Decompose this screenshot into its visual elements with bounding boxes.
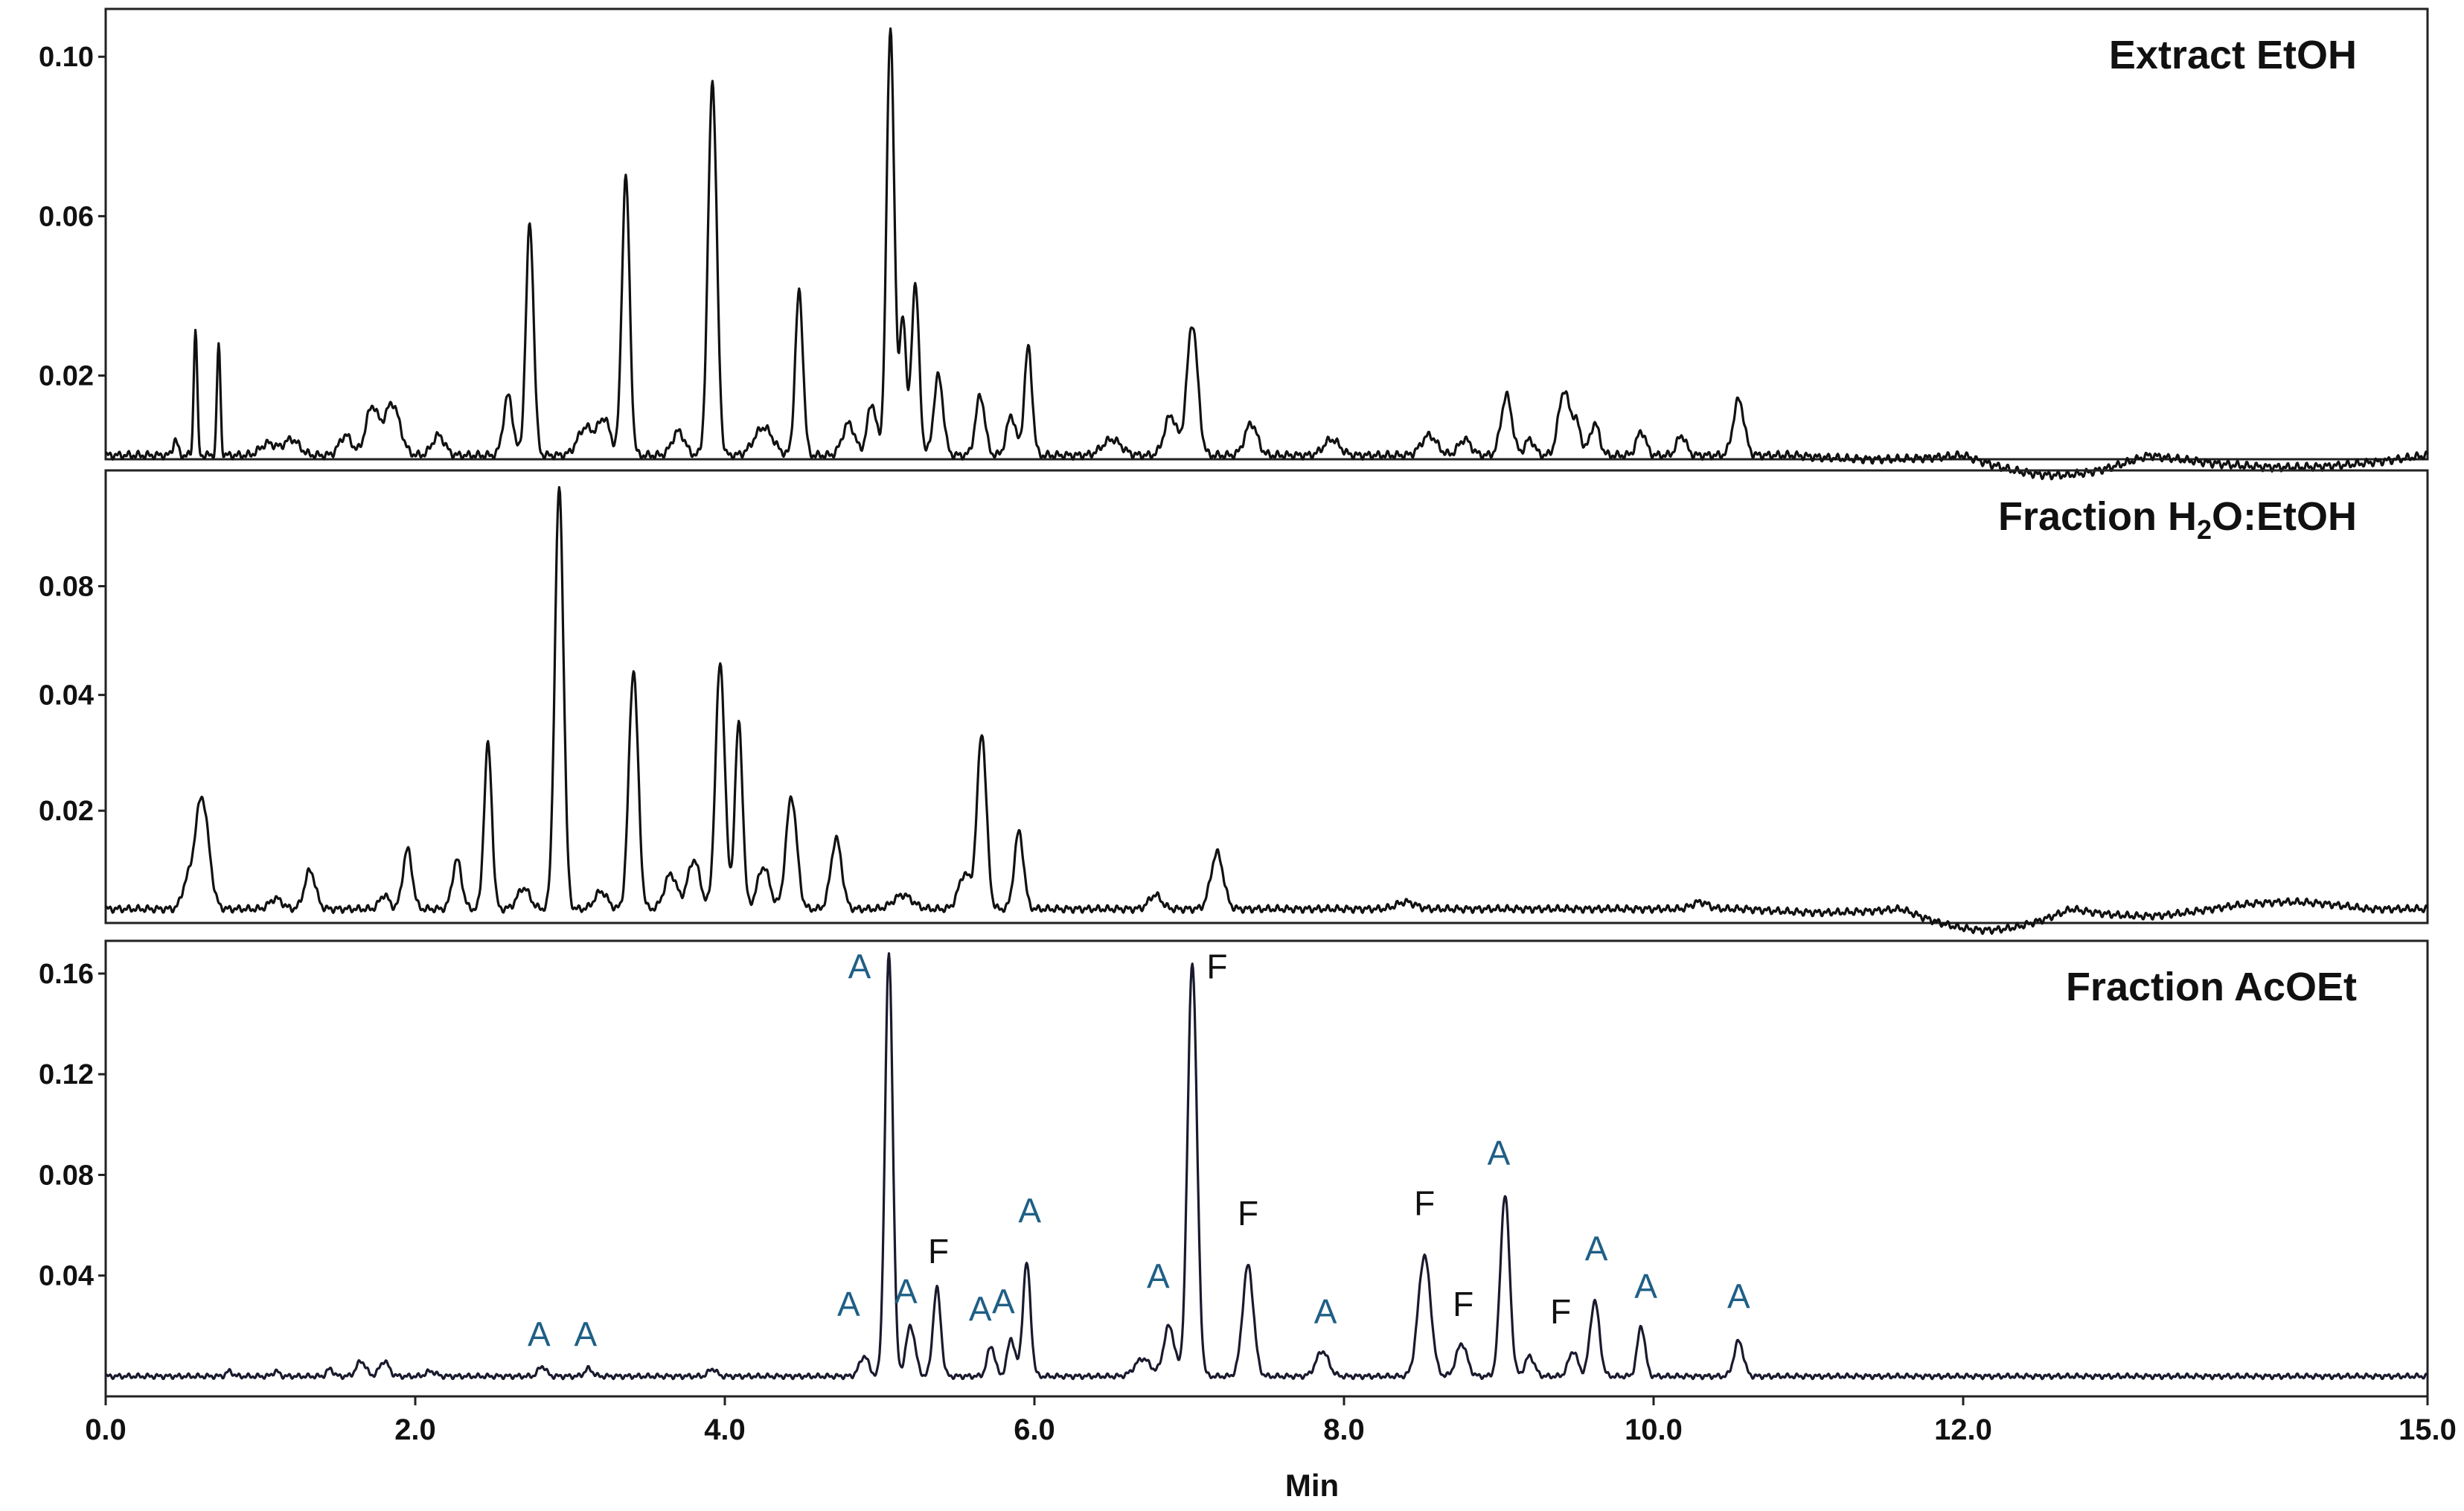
panel-frame xyxy=(104,939,2429,1398)
y-tick-label: 0.02 xyxy=(39,796,94,827)
peak-label-A: A xyxy=(1585,1229,1608,1268)
peak-label-F: F xyxy=(1414,1184,1435,1223)
peak-label-A: A xyxy=(848,948,871,986)
x-tick-label: 10.0 xyxy=(1625,1413,1683,1446)
chromatogram-trace xyxy=(105,27,2429,481)
panel-title: Fraction H2O:EtOH xyxy=(1998,494,2357,545)
x-tick-label: 15.0 xyxy=(2399,1413,2457,1446)
peak-label-F: F xyxy=(1453,1285,1473,1323)
x-tick-label: 12.0 xyxy=(1934,1413,1992,1446)
peak-label-A: A xyxy=(528,1314,551,1353)
y-tick-label: 0.04 xyxy=(39,1261,94,1292)
peak-label-A: A xyxy=(574,1314,597,1353)
panel-1: 0.10 0.06 0.02 Extract EtOH xyxy=(39,7,2429,481)
peak-label-F: F xyxy=(1238,1194,1258,1233)
x-tick-label: 4.0 xyxy=(704,1413,746,1446)
y-tick-label: 0.16 xyxy=(39,959,94,990)
y-tick-label: 0.04 xyxy=(39,680,94,712)
peak-label-A: A xyxy=(1634,1267,1657,1306)
peak-label-A: A xyxy=(1727,1277,1750,1316)
y-tick-label: 0.10 xyxy=(39,42,94,73)
x-tick-label: 6.0 xyxy=(1014,1413,1055,1446)
peak-label-F: F xyxy=(928,1232,949,1271)
peak-label-A: A xyxy=(969,1290,992,1329)
x-tick-label: 0.0 xyxy=(85,1413,127,1446)
peak-label-A: A xyxy=(1488,1134,1511,1172)
x-tick-label: 8.0 xyxy=(1323,1413,1365,1446)
y-tick-label: 0.08 xyxy=(39,1160,94,1191)
panel-title: Extract EtOH xyxy=(2109,33,2357,77)
x-axis-label: Min xyxy=(1285,1468,1339,1503)
peak-label-A: A xyxy=(1314,1292,1337,1331)
y-tick-label: 0.02 xyxy=(39,361,94,392)
peak-label-A: A xyxy=(837,1285,860,1323)
y-tick-label: 0.08 xyxy=(39,572,94,603)
x-tick-label: 2.0 xyxy=(394,1413,436,1446)
chromatogram-trace xyxy=(105,485,2429,936)
chromatogram-panels: 0.10 0.06 0.02 Extract EtOH 0.08 0.04 0.02 Frac… xyxy=(39,7,2429,1398)
x-axis: 0.0 2.0 4.0 6.0 8.0 10.0 12.0 15.0 xyxy=(85,1396,2457,1446)
panel-title: Fraction AcOEt xyxy=(2066,965,2357,1009)
peak-label-A: A xyxy=(895,1272,918,1311)
panel-2: 0.08 0.04 0.02 Fraction H2O:EtOH xyxy=(39,469,2429,936)
y-tick-label: 0.06 xyxy=(39,201,94,232)
peak-label-F: F xyxy=(1550,1292,1571,1331)
panel-frame xyxy=(104,469,2429,924)
peak-label-A: A xyxy=(992,1282,1015,1320)
y-tick-label: 0.12 xyxy=(39,1059,94,1090)
panel-frame xyxy=(104,7,2429,461)
peak-label-F: F xyxy=(1206,948,1227,986)
chromatogram-trace xyxy=(105,952,2429,1381)
peak-label-A: A xyxy=(1147,1257,1170,1296)
peak-label-A: A xyxy=(1018,1192,1041,1230)
